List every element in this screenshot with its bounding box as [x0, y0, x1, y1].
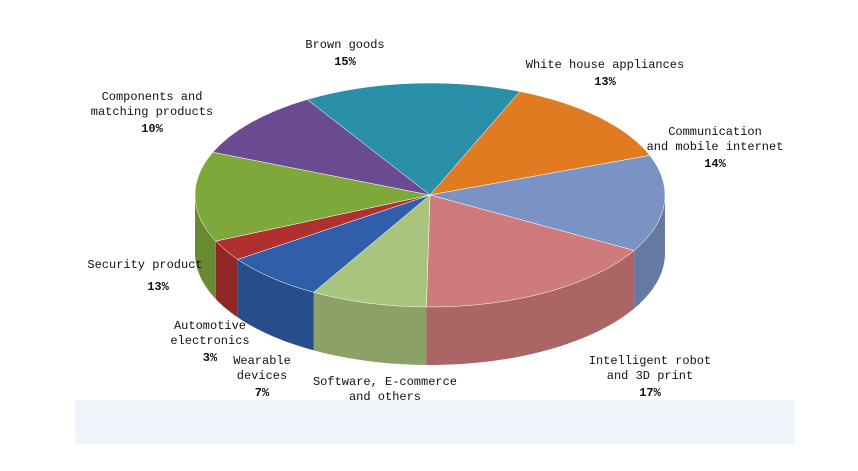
value-label: 15%: [334, 55, 356, 69]
label-line: and others: [349, 390, 421, 404]
slice: [212, 99, 431, 196]
value-label: 14%: [704, 157, 726, 171]
slice-label: Software, E-commerce and others: [313, 375, 457, 404]
value-label: 13%: [594, 75, 616, 89]
slice: [313, 194, 431, 308]
label-line: Automotive: [174, 319, 246, 333]
slice-label: Wearable devices: [233, 354, 291, 383]
label-line: Brown goods: [305, 38, 384, 52]
background-band: [75, 400, 795, 444]
label-line: devices: [237, 369, 287, 383]
slice-side: [313, 292, 427, 365]
slice-side: [426, 250, 635, 365]
value-label: 3%: [203, 351, 218, 365]
slice-side: [215, 241, 238, 318]
label-line: electronics: [170, 334, 249, 348]
label-line: and 3D print: [607, 369, 693, 383]
slice-label: Communication and mobile internet: [647, 125, 784, 154]
slice: [426, 194, 635, 308]
slice-label: Brown goods: [305, 38, 384, 52]
label-line: Security product: [87, 258, 202, 272]
slice-label: White house appliances: [526, 58, 684, 72]
slice-label: Automotive electronics: [170, 319, 249, 348]
label-line: and mobile internet: [647, 140, 784, 154]
slice: [429, 91, 651, 196]
slice-label: Security product: [87, 258, 202, 272]
slice-label: Intelligent robot and 3D print: [589, 354, 711, 383]
slice-label: Components and matching products: [91, 90, 213, 119]
label-line: Software, E-commerce: [313, 375, 457, 389]
slice-side: [237, 259, 314, 351]
value-label: 17%: [639, 386, 661, 400]
label-line: Intelligent robot: [589, 354, 711, 368]
label-line: matching products: [91, 105, 213, 119]
label-line: Communication: [668, 125, 762, 139]
slice: [194, 151, 431, 242]
slice: [429, 155, 666, 251]
slice: [306, 82, 521, 196]
value-label: 10%: [141, 122, 163, 136]
slice-side: [195, 195, 216, 300]
slice: [237, 194, 431, 293]
value-label: 13%: [147, 280, 169, 294]
label-line: White house appliances: [526, 58, 684, 72]
value-label: 7%: [255, 386, 270, 400]
label-line: Components and: [102, 90, 203, 104]
label-line: Wearable: [233, 354, 291, 368]
slice-side: [634, 195, 665, 309]
